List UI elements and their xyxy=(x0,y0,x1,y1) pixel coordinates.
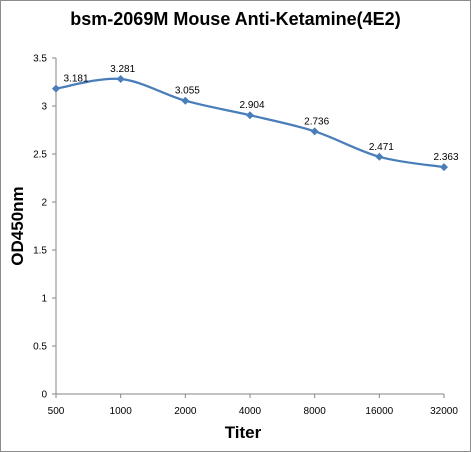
y-ticks: 0 0.5 1 1.5 2 2.5 3 3.5 xyxy=(33,54,56,401)
x-tick-label: 16000 xyxy=(365,406,393,417)
x-tick-label: 2000 xyxy=(174,406,197,417)
y-tick-label: 0 xyxy=(41,390,47,401)
y-tick-label: 0.5 xyxy=(33,342,47,353)
data-point xyxy=(375,152,384,161)
x-ticks: 500 1000 2000 4000 8000 16000 32000 xyxy=(48,394,458,417)
y-tick-label: 2 xyxy=(41,198,47,209)
x-tick-label: 500 xyxy=(48,406,65,417)
data-labels: 3.181 3.281 3.055 2.904 2.736 2.471 2.363 xyxy=(63,64,458,163)
data-label: 3.055 xyxy=(175,86,200,97)
y-tick-label: 2.5 xyxy=(33,150,47,161)
x-tick-label: 4000 xyxy=(239,406,262,417)
data-label: 3.281 xyxy=(110,64,135,75)
data-point xyxy=(310,127,319,136)
y-axis-title: OD450nm xyxy=(8,186,27,265)
y-tick-label: 1 xyxy=(41,294,47,305)
data-label: 2.736 xyxy=(304,116,329,127)
series-markers xyxy=(52,75,448,172)
series-line xyxy=(55,77,445,169)
y-tick-label: 3 xyxy=(41,102,47,113)
data-label: 2.904 xyxy=(239,100,264,111)
data-point xyxy=(181,96,190,105)
data-point xyxy=(52,84,60,93)
x-tick-label: 32000 xyxy=(430,406,458,417)
data-label: 2.471 xyxy=(369,142,394,153)
x-tick-label: 8000 xyxy=(304,406,327,417)
data-label: 3.181 xyxy=(63,74,88,85)
y-tick-label: 3.5 xyxy=(33,54,47,65)
data-label: 2.363 xyxy=(433,152,458,163)
chart-title: bsm-2069M Mouse Anti-Ketamine(4E2) xyxy=(70,9,401,29)
data-point xyxy=(440,163,448,172)
x-tick-label: 1000 xyxy=(110,406,133,417)
y-tick-label: 1.5 xyxy=(33,246,47,257)
x-axis-title: Titer xyxy=(225,423,262,442)
data-point xyxy=(246,111,254,120)
data-point xyxy=(116,75,125,84)
